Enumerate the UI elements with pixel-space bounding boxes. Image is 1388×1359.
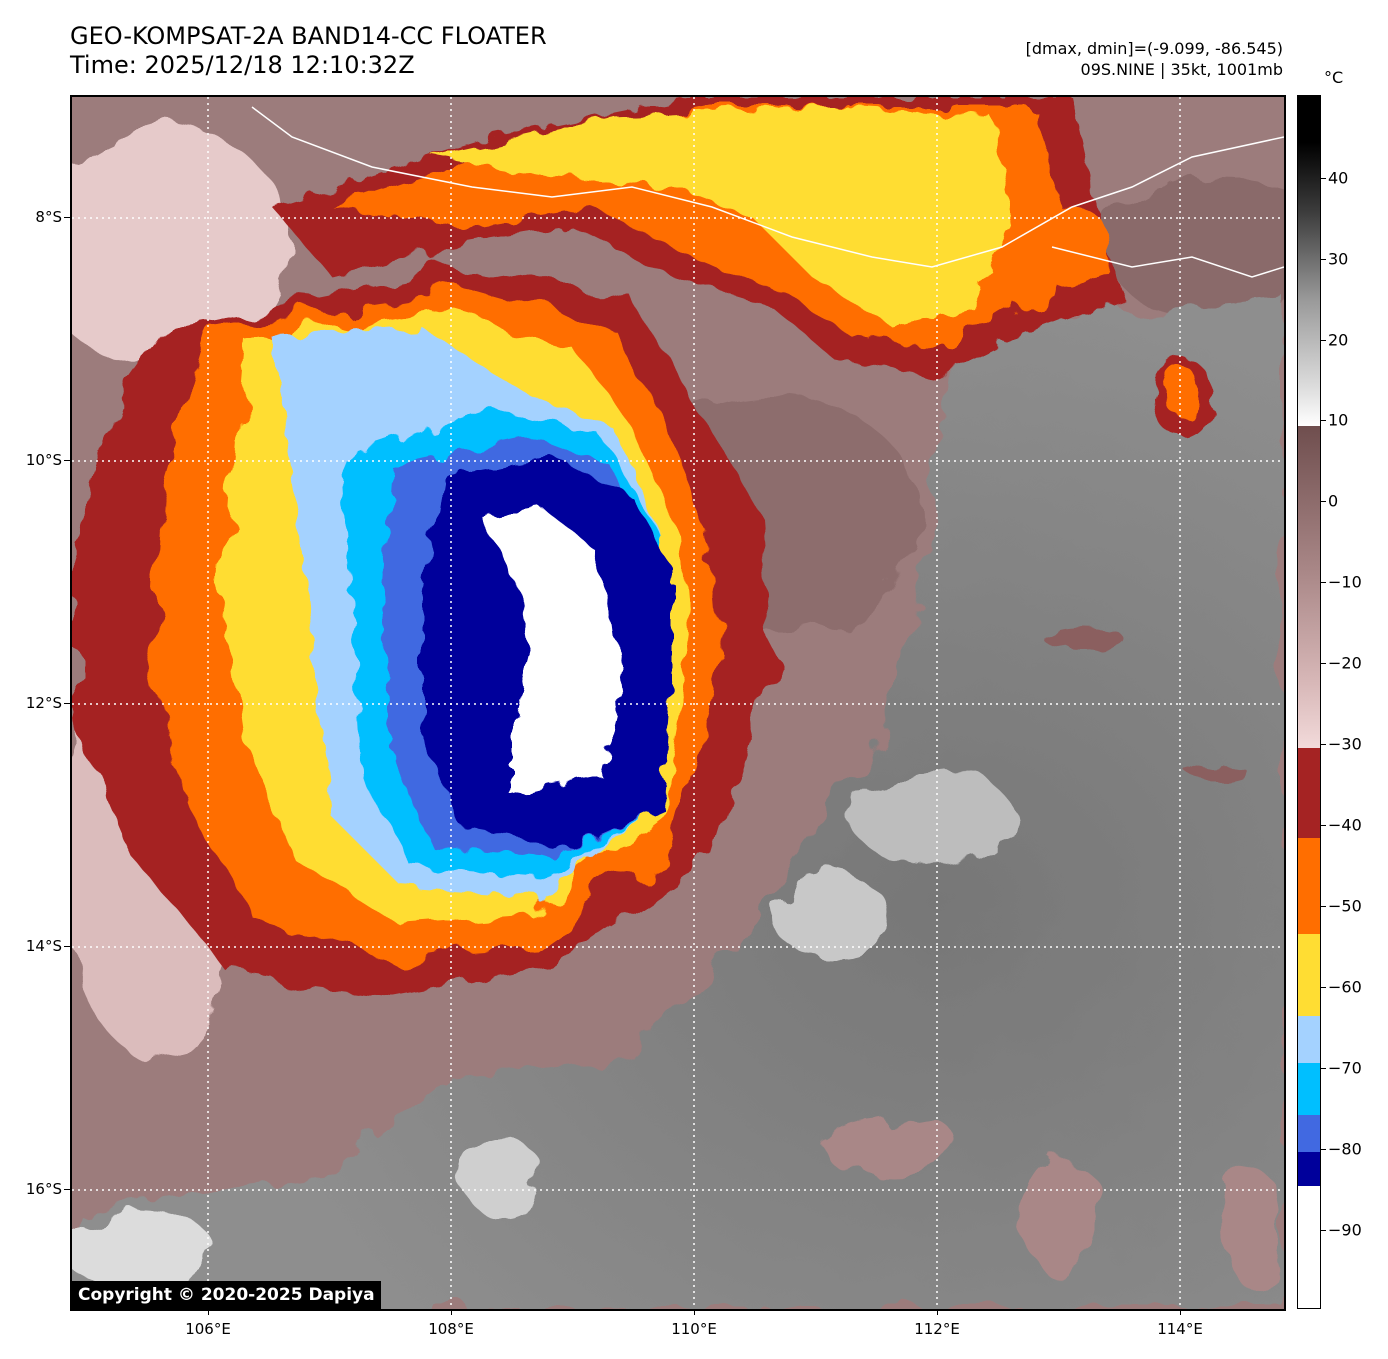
lat-label-8s: 8°S — [35, 208, 62, 226]
cb-tick — [1321, 744, 1326, 745]
lat-label-16s: 16°S — [25, 1180, 62, 1198]
colorbar-label: 30 — [1328, 249, 1349, 269]
clear-sky-region — [72, 297, 1284, 1309]
tick-10s — [64, 460, 70, 461]
graticule — [72, 97, 1284, 1309]
tick-106e — [208, 1309, 209, 1315]
copyright-notice: Copyright © 2020-2025 Dapiya — [72, 1281, 381, 1309]
tick-108e — [451, 1309, 452, 1315]
colorbar-label: −30 — [1328, 734, 1362, 754]
colorbar-blue — [1298, 1115, 1320, 1152]
lon-label-110e: 110°E — [671, 1320, 717, 1338]
cyclone-cold-core — [272, 327, 672, 897]
cb-tick — [1321, 259, 1326, 260]
cb-tick — [1321, 178, 1326, 179]
colorbar-white — [1298, 1186, 1320, 1308]
cb-tick — [1321, 1149, 1326, 1150]
colorbar-label: 40 — [1328, 168, 1349, 188]
lon-label-112e: 112°E — [914, 1320, 960, 1338]
lat-label-12s: 12°S — [25, 694, 62, 712]
colorbar-light-blue — [1298, 1016, 1320, 1063]
colorbar-label: −40 — [1328, 815, 1362, 835]
temperature-colorbar — [1297, 95, 1321, 1309]
cb-tick — [1321, 1230, 1326, 1231]
cb-tick — [1321, 340, 1326, 341]
colorbar-label: −10 — [1328, 572, 1362, 592]
tick-112e — [937, 1309, 938, 1315]
colorbar-cyan — [1298, 1063, 1320, 1115]
northern-cloud-band — [272, 97, 1212, 437]
tick-110e — [694, 1309, 695, 1315]
tick-14s — [64, 946, 70, 947]
cb-tick — [1321, 582, 1326, 583]
colorbar-brown-pink — [1298, 426, 1320, 748]
lat-label-14s: 14°S — [25, 937, 62, 955]
chart-title: GEO-KOMPSAT-2A BAND14-CC FLOATER Time: 2… — [70, 22, 547, 80]
cb-tick — [1321, 987, 1326, 988]
colorbar-grayscale — [1298, 96, 1320, 426]
colorbar-label: 20 — [1328, 330, 1349, 350]
colorbar-red — [1298, 748, 1320, 838]
colorbar-label: −50 — [1328, 896, 1362, 916]
ir-imagery — [72, 97, 1284, 1309]
colorbar-label: 10 — [1328, 410, 1349, 430]
temperature-range: [dmax, dmin]=(-9.099, -86.545) — [1025, 39, 1283, 58]
storm-id: 09S.NINE | 35kt, 1001mb — [1080, 60, 1283, 79]
lat-label-10s: 10°S — [25, 451, 62, 469]
tick-114e — [1180, 1309, 1181, 1315]
colorbar-label: −20 — [1328, 653, 1362, 673]
colorbar-label: 0 — [1328, 491, 1339, 511]
lon-label-106e: 106°E — [185, 1320, 231, 1338]
colorbar-unit: °C — [1324, 68, 1344, 87]
satellite-map: Copyright © 2020-2025 Dapiya — [70, 95, 1286, 1311]
lon-label-114e: 114°E — [1157, 1320, 1203, 1338]
java-coastline — [251, 106, 1284, 268]
colorbar-label: −90 — [1328, 1220, 1362, 1240]
lon-label-108e: 108°E — [428, 1320, 474, 1338]
cb-tick — [1321, 1068, 1326, 1069]
storm-info: [dmax, dmin]=(-9.099, -86.545) 09S.NINE … — [1026, 38, 1283, 80]
tick-8s — [64, 217, 70, 218]
title-line-product: GEO-KOMPSAT-2A BAND14-CC FLOATER — [70, 22, 547, 50]
tick-16s — [64, 1189, 70, 1190]
colorbar-navy — [1298, 1152, 1320, 1186]
cb-tick — [1321, 501, 1326, 502]
cb-tick — [1321, 906, 1326, 907]
colorbar-orange — [1298, 838, 1320, 934]
colorbar-label: −80 — [1328, 1139, 1362, 1159]
colorbar-label: −70 — [1328, 1058, 1362, 1078]
colorbar-label: −60 — [1328, 977, 1362, 997]
cb-tick — [1321, 825, 1326, 826]
coastline-bali — [1051, 246, 1284, 278]
cb-tick — [1321, 663, 1326, 664]
title-line-time: Time: 2025/12/18 12:10:32Z — [70, 51, 415, 79]
cb-tick — [1321, 420, 1326, 421]
colorbar-yellow — [1298, 934, 1320, 1016]
tick-12s — [64, 703, 70, 704]
